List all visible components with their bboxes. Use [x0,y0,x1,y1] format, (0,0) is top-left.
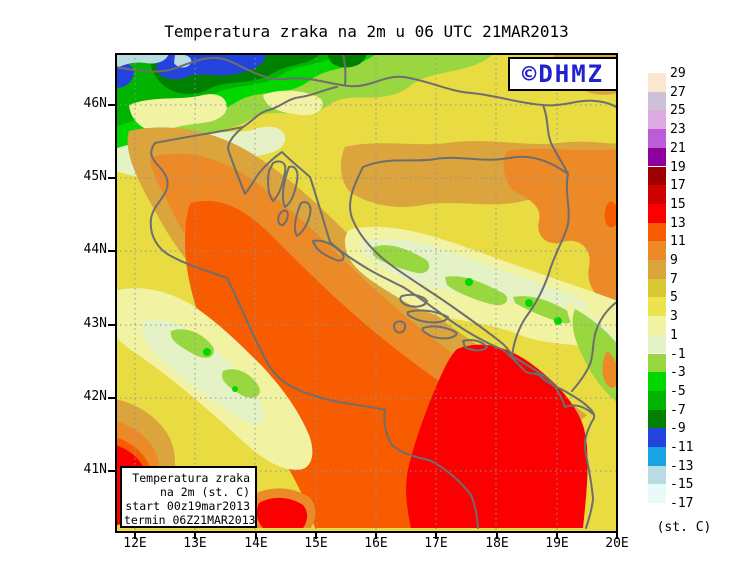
lon-label-17E: 17E [424,536,448,551]
colorbar-label--13: -13 [670,458,694,474]
lon-tick [556,533,558,539]
lat-label-45N: 45N [83,169,107,184]
colorbar-segment--7..-5 [648,390,666,410]
colorbar-label-3: 3 [670,309,678,325]
map-area [115,53,618,533]
colorbar-label-21: 21 [670,140,686,156]
lon-label-16E: 16E [364,536,388,551]
lat-tick [108,324,115,326]
colorbar-segment--15..-13 [648,465,666,485]
lon-tick [315,533,317,539]
colorbar-label--7: -7 [670,402,686,418]
lon-tick [616,533,618,539]
colorbar-segment-27..29 [648,73,666,92]
page-title: Temperatura zraka na 2m u 06 UTC 21MAR20… [164,22,569,41]
colorbar-label-5: 5 [670,290,678,306]
lon-label-13E: 13E [183,536,207,551]
colorbar-label-15: 15 [670,196,686,212]
colorbar-segment-9..11 [648,241,666,260]
graticule [115,53,618,533]
lon-label-18E: 18E [485,536,509,551]
colorbar-label--3: -3 [670,365,686,381]
lon-tick [375,533,377,539]
colorbar-label--1: -1 [670,346,686,362]
dhmz-watermark-box: ©DHMZ [508,57,618,91]
colorbar-label-23: 23 [670,122,686,138]
colorbar-segment-1..3 [648,316,666,335]
lon-tick [435,533,437,539]
colorbar-label--9: -9 [670,421,686,437]
colorbar-segment-7..9 [648,260,666,279]
colorbar-label-1: 1 [670,327,678,343]
colorbar-label--5: -5 [670,383,686,399]
colorbar-label-11: 11 [670,234,686,250]
colorbar-segment-23..25 [648,110,666,130]
colorbar-label-25: 25 [670,103,686,119]
lon-label-14E: 14E [244,536,268,551]
lat-tick [108,104,115,106]
lon-label-20E: 20E [605,536,629,551]
colorbar-segment--9..-7 [648,409,666,429]
colorbar-label--17: -17 [670,496,694,512]
lon-label-15E: 15E [304,536,328,551]
colorbar-unit-label: (st. C) [656,520,712,535]
colorbar-segment-25..27 [648,91,666,111]
colorbar-segment-19..21 [648,147,666,167]
dhmz-watermark-text: ©DHMZ [521,60,605,88]
temperature-map [115,53,618,533]
lat-label-46N: 46N [83,96,107,111]
lon-label-19E: 19E [545,536,569,551]
colorbar-segment--17..-15 [648,484,666,504]
colorbar-segment--5..-3 [648,372,666,391]
lat-tick [108,470,115,472]
colorbar-segment--1..1 [648,334,666,354]
colorbar-segment--13..-11 [648,447,666,466]
colorbar-label-17: 17 [670,178,686,194]
colorbar-segment-17..19 [648,166,666,186]
colorbar-label--11: -11 [670,440,694,455]
lat-label-43N: 43N [83,316,107,331]
colorbar-label-29: 29 [670,66,686,81]
legend-line-1: Temperatura zraka [132,471,250,485]
legend-box: Temperatura zraka na 2m (st. C) start 00… [120,466,257,528]
lat-tick [108,250,115,252]
colorbar-segment-15..17 [648,185,666,204]
lat-label-44N: 44N [83,242,107,257]
lon-tick [134,533,136,539]
colorbar-segment-13..15 [648,203,666,223]
lon-tick [255,533,257,539]
lat-tick [108,397,115,399]
lon-tick [496,533,498,539]
colorbar-segment-21..23 [648,129,666,148]
coastlines-borders [115,53,618,529]
lat-label-41N: 41N [83,462,107,477]
colorbar-label-7: 7 [670,271,678,287]
colorbar-segment--3..-1 [648,353,666,373]
colorbar-label--15: -15 [670,477,694,493]
lon-label-12E: 12E [123,536,147,551]
legend-line-3: start 00z19mar2013 [125,499,250,513]
colorbar-segment-3..5 [648,297,666,317]
map-frame [115,53,618,533]
colorbar-segment--11..-9 [648,428,666,447]
legend-line-2: na 2m (st. C) [159,485,250,499]
colorbar-label-9: 9 [670,253,678,268]
colorbar-label-13: 13 [670,215,686,231]
legend-line-4: termin 06Z21MAR2013 [124,513,256,527]
colorbar-label-27: 27 [670,84,686,100]
lat-label-42N: 42N [83,389,107,404]
lat-tick [108,177,115,179]
colorbar-segment-5..7 [648,278,666,298]
lon-tick [194,533,196,539]
colorbar-label-19: 19 [670,159,686,175]
colorbar-segment-11..13 [648,222,666,242]
